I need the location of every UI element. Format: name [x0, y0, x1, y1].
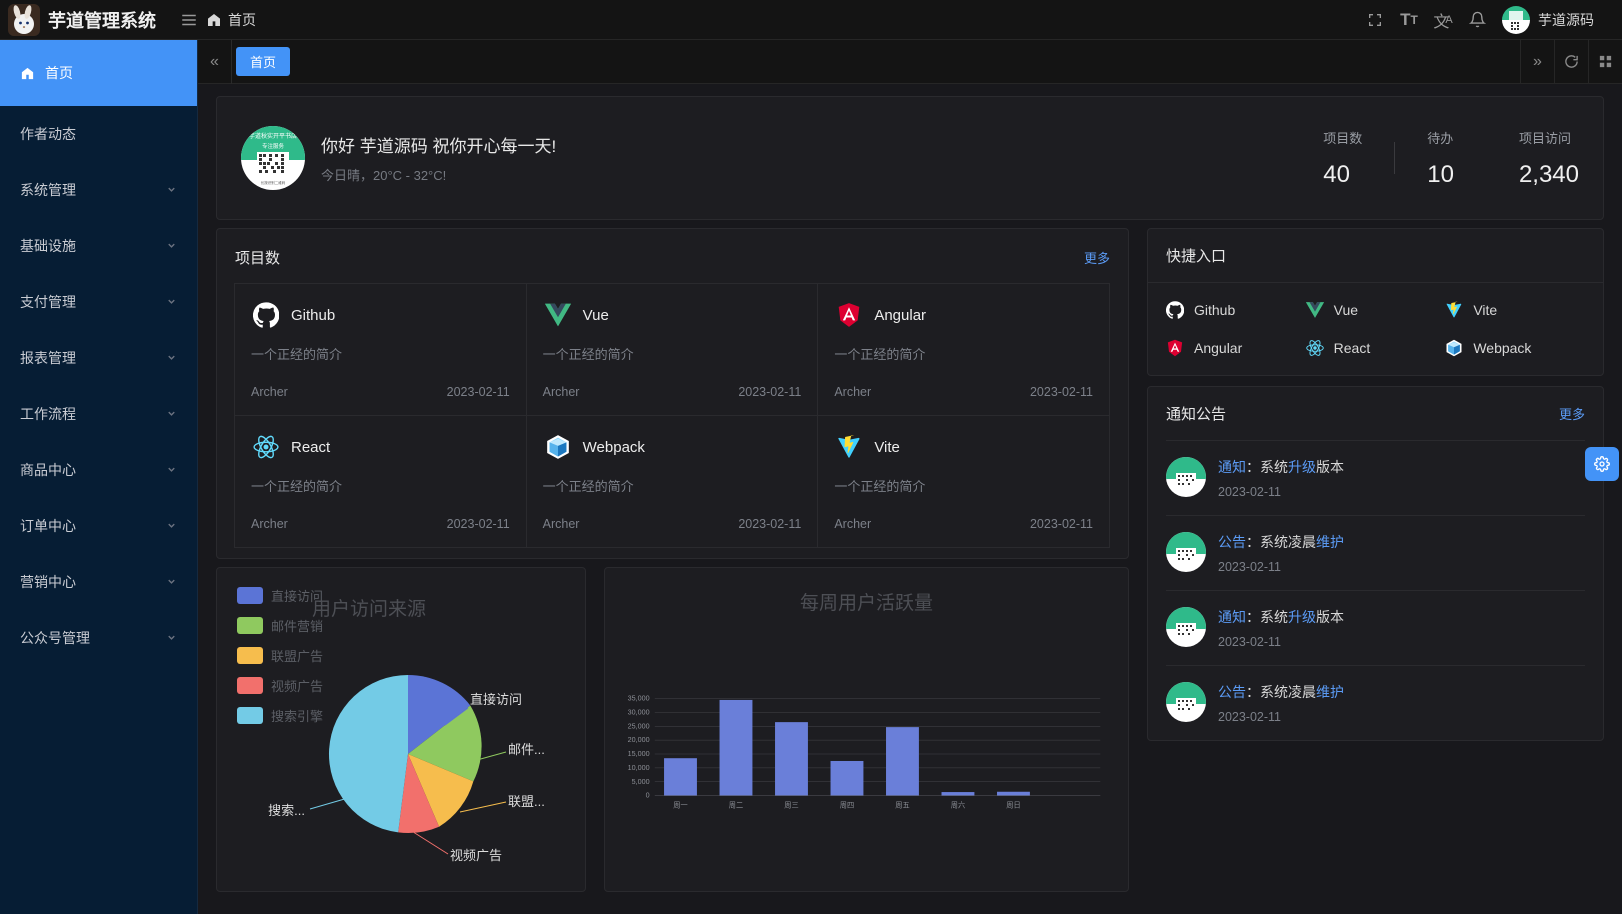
svg-text:15,000: 15,000 — [628, 749, 650, 758]
svg-text:周六: 周六 — [951, 800, 965, 809]
svg-text:35,000: 35,000 — [628, 694, 650, 703]
svg-text:20,000: 20,000 — [628, 735, 650, 744]
svg-text:直接访问: 直接访问 — [470, 692, 522, 707]
svg-text:邮件...: 邮件... — [508, 742, 545, 757]
svg-text:周五: 周五 — [895, 800, 909, 809]
svg-text:搜索...: 搜索... — [268, 803, 305, 818]
svg-text:周三: 周三 — [784, 800, 798, 809]
svg-text:25,000: 25,000 — [628, 721, 650, 730]
svg-text:周一: 周一 — [673, 800, 687, 809]
svg-text:周二: 周二 — [729, 800, 743, 809]
svg-text:芋道秋实开平书店: 芋道秋实开平书店 — [249, 132, 297, 140]
svg-text:长按识别二维码: 长按识别二维码 — [261, 180, 286, 185]
svg-text:视频广告: 视频广告 — [450, 848, 502, 863]
svg-text:专注服务: 专注服务 — [262, 142, 285, 150]
svg-text:联盟...: 联盟... — [508, 794, 545, 809]
svg-text:0: 0 — [646, 791, 650, 800]
svg-text:周四: 周四 — [840, 800, 854, 809]
svg-text:10,000: 10,000 — [628, 763, 650, 772]
svg-text:5,000: 5,000 — [632, 777, 650, 786]
svg-text:周日: 周日 — [1006, 800, 1020, 809]
svg-text:30,000: 30,000 — [628, 707, 650, 716]
